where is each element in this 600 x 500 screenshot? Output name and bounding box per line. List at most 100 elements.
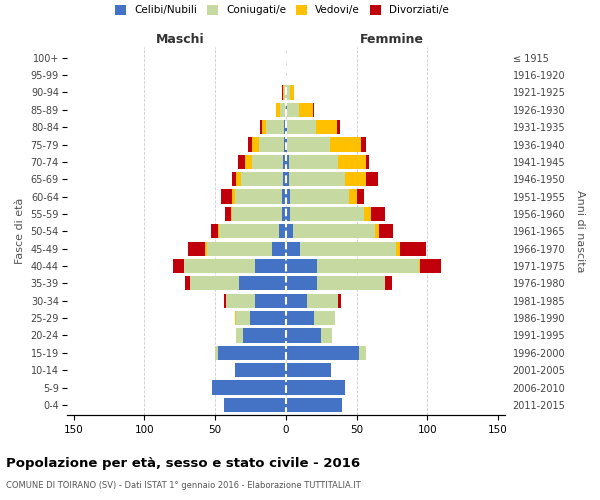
Bar <box>236 172 241 186</box>
Bar <box>226 294 254 308</box>
Bar <box>359 346 367 360</box>
Bar <box>218 224 220 238</box>
Bar <box>286 172 289 186</box>
Bar <box>337 120 340 134</box>
Bar <box>235 363 286 378</box>
Bar <box>287 102 299 117</box>
Bar <box>254 259 286 273</box>
Bar <box>379 224 394 238</box>
Bar <box>286 224 293 238</box>
Bar <box>317 259 419 273</box>
Bar <box>364 207 371 221</box>
Bar <box>283 172 286 186</box>
Bar <box>286 207 290 221</box>
Bar <box>280 102 286 117</box>
Text: COMUNE DI TOIRANO (SV) - Dati ISTAT 1° gennaio 2016 - Elaborazione TUTTITALIA.IT: COMUNE DI TOIRANO (SV) - Dati ISTAT 1° g… <box>6 481 361 490</box>
Bar <box>290 86 294 100</box>
Bar <box>220 224 279 238</box>
Bar <box>239 276 286 290</box>
Bar <box>290 190 349 203</box>
Bar <box>283 86 284 100</box>
Bar <box>286 276 317 290</box>
Bar <box>281 190 286 203</box>
Bar <box>286 120 287 134</box>
Bar <box>286 311 314 325</box>
Bar <box>244 328 286 342</box>
Y-axis label: Fasce di età: Fasce di età <box>15 198 25 264</box>
Bar <box>232 172 236 186</box>
Bar <box>259 138 284 151</box>
Bar <box>356 190 364 203</box>
Bar <box>286 102 287 117</box>
Bar <box>419 259 420 273</box>
Bar <box>286 380 345 394</box>
Bar <box>211 224 218 238</box>
Bar <box>286 259 317 273</box>
Bar <box>252 155 283 169</box>
Bar <box>188 242 205 256</box>
Bar <box>254 294 286 308</box>
Text: Femmine: Femmine <box>360 32 424 46</box>
Bar <box>235 311 236 325</box>
Bar <box>314 311 335 325</box>
Bar <box>286 363 331 378</box>
Bar <box>281 86 283 100</box>
Bar <box>420 259 442 273</box>
Bar <box>286 138 287 151</box>
Bar <box>205 242 206 256</box>
Bar <box>221 190 232 203</box>
Bar <box>375 224 379 238</box>
Bar <box>218 346 286 360</box>
Bar <box>286 155 289 169</box>
Bar <box>238 155 245 169</box>
Bar <box>286 86 290 100</box>
Legend: Celibi/Nubili, Coniugati/e, Vedovi/e, Divorziati/e: Celibi/Nubili, Coniugati/e, Vedovi/e, Di… <box>115 5 449 15</box>
Bar <box>396 242 400 256</box>
Bar <box>241 172 283 186</box>
Bar <box>299 102 313 117</box>
Bar <box>284 120 286 134</box>
Bar <box>281 207 286 221</box>
Bar <box>245 155 252 169</box>
Bar <box>286 346 359 360</box>
Bar <box>290 207 364 221</box>
Bar <box>248 138 252 151</box>
Bar <box>283 155 286 169</box>
Bar <box>284 138 286 151</box>
Bar <box>293 224 375 238</box>
Bar <box>287 120 316 134</box>
Bar <box>361 138 367 151</box>
Bar <box>286 294 307 308</box>
Bar <box>313 102 314 117</box>
Bar <box>262 120 266 134</box>
Bar <box>289 172 345 186</box>
Bar <box>215 346 218 360</box>
Bar <box>190 276 239 290</box>
Bar <box>173 259 184 273</box>
Bar <box>300 242 396 256</box>
Bar <box>235 190 281 203</box>
Bar <box>367 155 369 169</box>
Bar <box>367 172 378 186</box>
Bar <box>266 120 284 134</box>
Bar <box>287 138 329 151</box>
Bar <box>185 276 190 290</box>
Bar <box>272 242 286 256</box>
Bar <box>250 311 286 325</box>
Text: Popolazione per età, sesso e stato civile - 2016: Popolazione per età, sesso e stato civil… <box>6 458 360 470</box>
Y-axis label: Anni di nascita: Anni di nascita <box>575 190 585 272</box>
Bar <box>338 294 341 308</box>
Bar <box>252 138 259 151</box>
Bar <box>400 242 426 256</box>
Bar <box>224 294 226 308</box>
Bar <box>184 259 254 273</box>
Bar <box>212 380 286 394</box>
Bar <box>307 294 338 308</box>
Text: Maschi: Maschi <box>155 32 204 46</box>
Bar <box>284 86 286 100</box>
Bar <box>260 120 262 134</box>
Bar <box>224 398 286 412</box>
Bar <box>286 398 343 412</box>
Bar <box>286 190 290 203</box>
Bar <box>206 242 272 256</box>
